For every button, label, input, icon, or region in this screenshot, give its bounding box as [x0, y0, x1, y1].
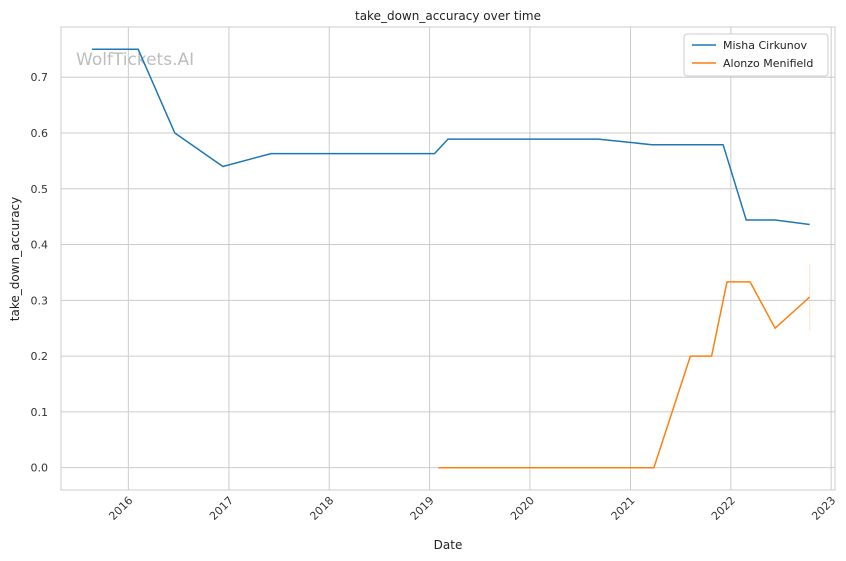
series-layer	[92, 48, 811, 469]
y-tick-label: 0.2	[31, 350, 49, 363]
grid	[61, 27, 835, 490]
chart-title: take_down_accuracy over time	[355, 9, 541, 23]
y-axis-title: take_down_accuracy	[8, 197, 22, 321]
x-axis-title: Date	[434, 538, 463, 552]
y-tick-label: 0.6	[31, 127, 49, 140]
y-tick-label: 0.4	[31, 239, 49, 252]
legend-box	[683, 33, 829, 77]
series-line-alonzo-menifield	[438, 281, 811, 469]
y-tick-label: 0.3	[31, 294, 49, 307]
y-tick-label: 0.0	[31, 462, 49, 475]
y-tick-label: 0.7	[31, 71, 49, 84]
legend-label: Alonzo Menifield	[723, 57, 813, 70]
watermark: WolfTickets.AI	[76, 50, 194, 70]
legend-label: Misha Cirkunov	[723, 39, 807, 52]
plot-frame	[60, 26, 836, 491]
series-line-misha-cirkunov	[92, 48, 810, 226]
legend: Misha Cirkunov Alonzo Menifield	[683, 33, 829, 77]
y-tick-label: 0.1	[31, 406, 49, 419]
y-tick-label: 0.5	[31, 183, 49, 196]
